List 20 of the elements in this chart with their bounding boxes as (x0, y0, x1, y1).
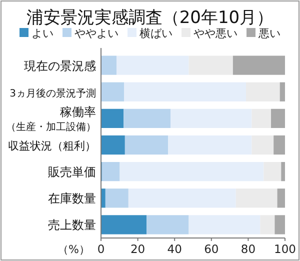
x-tick-label: 40 (167, 242, 182, 256)
y-tick-label: 販売単価 (48, 165, 96, 180)
y-tick-label: 収益状況（粗利） (8, 140, 96, 152)
y-tick-label: 売上数量 (48, 218, 96, 232)
legend-label: 悪い (258, 27, 280, 40)
legend-label: ややよい (74, 27, 118, 40)
legend-label: やや悪い (194, 27, 238, 40)
y-tick-label: 在庫数量 (48, 192, 96, 206)
chart-title: 浦安景況実感調査（20年10月） (26, 8, 274, 28)
x-tick-label: 80 (240, 242, 256, 256)
y-tick-label: 稼働率（生産・加工設備） (6, 104, 96, 133)
y-tick-label: 現在の景況感 (24, 58, 96, 73)
x-axis-title: （%） (58, 243, 90, 256)
x-tick-label: 0 (97, 242, 105, 256)
x-tick-label: 60 (204, 242, 219, 256)
y-tick-label: 3ヵ月後の景況予測 (10, 87, 96, 100)
x-tick-label: 100 (274, 242, 296, 256)
legend-label: よい (32, 27, 54, 40)
x-tick-label: 20 (130, 242, 146, 256)
legend-label: 横ばい (140, 27, 172, 40)
